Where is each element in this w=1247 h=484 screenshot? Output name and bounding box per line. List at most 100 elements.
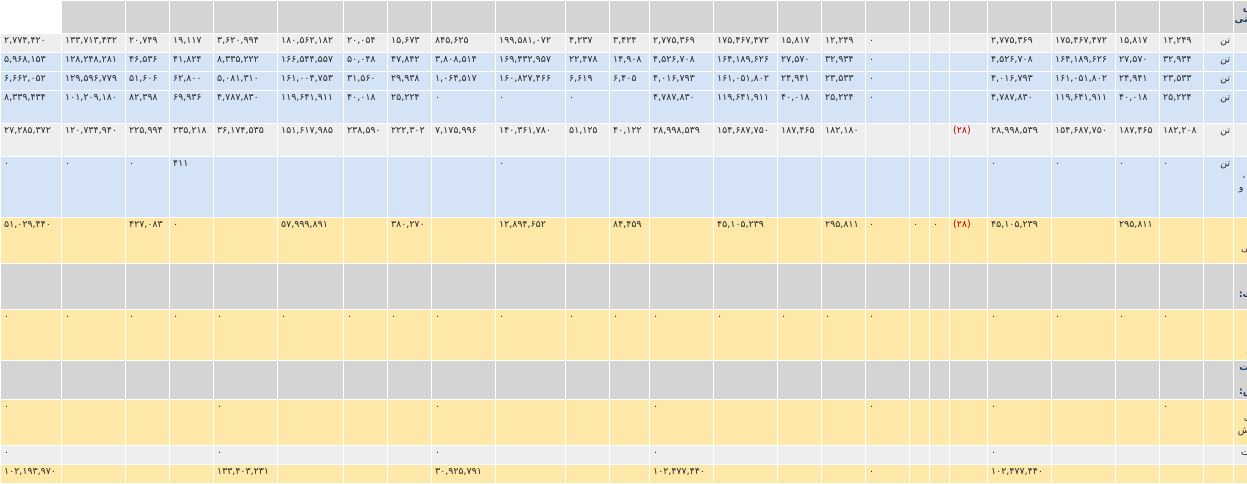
row-kalaf: کلافتن۳۲,۹۳۴۲۷,۵۷۰۱۶۴,۱۸۹,۶۲۶۴,۵۲۶,۷۰۸۰۳… (1, 53, 1247, 72)
row-label: فروش صادراتی: (1234, 1, 1247, 34)
value-cell: ۱۵۱,۶۱۷,۹۸۵ (278, 124, 344, 157)
unit-cell: تن (1204, 72, 1234, 91)
value-cell: ۳,۶۲۰,۹۹۴ (214, 34, 278, 53)
value-cell: ۱۹۹,۵۸۱,۰۷۲ (496, 34, 566, 53)
value-cell: ۱۵۴,۶۸۷,۷۵۰ (1052, 124, 1116, 157)
value-cell: ۳۸۰,۲۷۰ (388, 218, 432, 264)
unit-cell: تن (1204, 124, 1234, 157)
value-cell (566, 1, 610, 34)
value-cell (930, 91, 950, 124)
unit-cell: تن (1204, 53, 1234, 72)
value-cell (1116, 361, 1160, 400)
unit-cell (1204, 400, 1234, 446)
value-cell (950, 91, 988, 124)
value-cell (714, 446, 778, 465)
value-cell (432, 157, 496, 218)
value-cell: ۴,۷۸۷,۸۳۰ (214, 91, 278, 124)
value-cell: ۴,۰۱۶,۷۹۳ (650, 72, 714, 91)
value-cell: ۴,۷۸۷,۸۳۰ (650, 91, 714, 124)
value-cell: ۵۱,۶۰۶ (126, 72, 170, 91)
value-cell: ۰ (566, 310, 610, 361)
value-cell: ۰ (566, 91, 610, 124)
value-cell: ۳۲,۹۳۴ (822, 53, 866, 72)
value-cell (930, 53, 950, 72)
value-cell (930, 157, 950, 218)
value-cell (62, 446, 126, 465)
value-cell: ۰ (432, 310, 496, 361)
value-cell (344, 157, 388, 218)
value-cell: ۱۰۱,۲۰۹,۱۸۰ (62, 91, 126, 124)
row-label: شمش چدن (1234, 91, 1247, 124)
value-cell (930, 310, 950, 361)
value-cell: ۲۵,۲۲۴ (388, 91, 432, 124)
value-cell: ۳,۸۰۸,۵۱۴ (432, 53, 496, 72)
value-cell: ۱۱۹,۶۴۱,۹۱۱ (714, 91, 778, 124)
value-cell (714, 264, 778, 310)
row-label: برگشت از فروش: (1234, 361, 1247, 400)
value-cell: ۸,۳۳۵,۲۲۲ (214, 53, 278, 72)
value-cell: ۴,۷۸۷,۸۳۰ (988, 91, 1052, 124)
value-cell (866, 446, 910, 465)
value-cell (930, 124, 950, 157)
value-cell (778, 446, 822, 465)
value-cell (650, 1, 714, 34)
value-cell (610, 264, 650, 310)
value-cell (910, 361, 930, 400)
row-label: نیزآهن (1234, 34, 1247, 53)
value-cell (610, 91, 650, 124)
value-cell: ۵۰,۰۴۸ (344, 53, 388, 72)
value-cell (930, 361, 950, 400)
value-cell: ۱۴۰,۳۶۱,۷۸۰ (496, 124, 566, 157)
row-label: جمع فروش صادراتی (1234, 218, 1247, 264)
value-cell: ۲۴,۹۴۱ (778, 72, 822, 91)
value-cell: ۵۷,۹۹۹,۸۹۱ (278, 218, 344, 264)
value-cell: ۰ (1160, 157, 1204, 218)
value-cell (910, 157, 930, 218)
value-cell (566, 264, 610, 310)
value-cell (930, 1, 950, 34)
value-cell: ۱۶۱,۰۵۱,۸۰۲ (714, 72, 778, 91)
row-sum-services: جمع درآمد ارائه خدمات۰۰۰۰۰۰۰۰۰۰۰۰۰۰۰۰۰۰۰… (1, 310, 1247, 361)
value-cell: ۰ (988, 310, 1052, 361)
value-cell (566, 361, 610, 400)
value-cell: ۱۶۱,۰۰۴,۷۵۳ (278, 72, 344, 91)
header-services: درآمد ارائه خدمات: (1, 264, 1247, 310)
value-cell: ۲۲۲,۳۰۲ (388, 124, 432, 157)
value-cell (822, 446, 866, 465)
value-cell: ۲۸,۹۹۸,۵۳۹ (650, 124, 714, 157)
value-cell: ۲۳۸,۵۹۰ (344, 124, 388, 157)
value-cell (910, 53, 930, 72)
row-label: تخفیفات (1234, 446, 1247, 465)
value-cell: ۱۸۷,۴۶۵ (778, 124, 822, 157)
value-cell (650, 157, 714, 218)
value-cell: ۴۰,۰۱۸ (778, 91, 822, 124)
value-cell: ۰ (388, 310, 432, 361)
value-cell (866, 124, 910, 157)
value-cell (278, 446, 344, 465)
value-cell (950, 72, 988, 91)
value-cell: ۰ (62, 157, 126, 218)
value-cell (714, 400, 778, 446)
value-cell (432, 218, 496, 264)
value-cell: ۰ (714, 310, 778, 361)
value-cell (1, 264, 62, 310)
value-cell: ۲۹,۹۳۸ (388, 72, 432, 91)
value-cell: ۰ (910, 218, 930, 264)
value-cell: ۱۶۹,۴۳۲,۹۵۷ (496, 53, 566, 72)
value-cell (950, 34, 988, 53)
value-cell (432, 264, 496, 310)
value-cell (1052, 1, 1116, 34)
value-cell: ۴۱۱ (170, 157, 214, 218)
value-cell: ۰ (866, 218, 910, 264)
value-cell (714, 361, 778, 400)
value-cell: ۱۴,۹۰۸ (610, 53, 650, 72)
value-cell (910, 124, 930, 157)
value-cell (278, 361, 344, 400)
unit-cell (1204, 1, 1234, 34)
value-cell (126, 264, 170, 310)
value-cell: ۴,۰۱۶,۷۹۳ (988, 72, 1052, 91)
row-label: جمع درآمد ارائه خدمات (1234, 310, 1247, 361)
row-sum-returns: جمع برگشت از فروش۰۰۰۰۰۰۰ (1, 400, 1247, 446)
